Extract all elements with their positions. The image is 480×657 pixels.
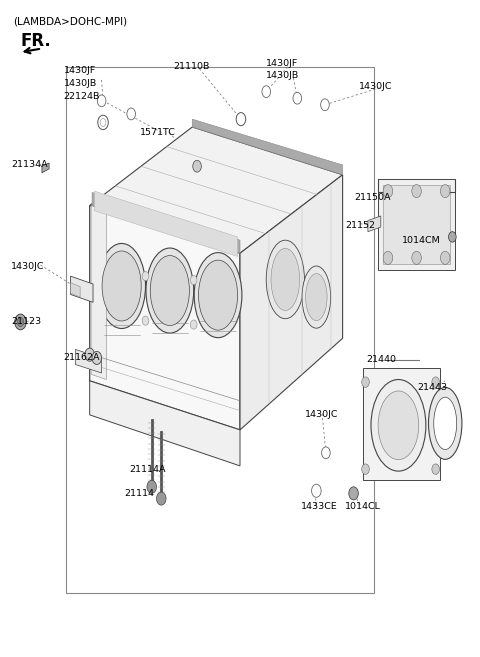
Circle shape xyxy=(97,95,106,106)
Circle shape xyxy=(312,484,321,497)
Text: 22124B: 22124B xyxy=(63,92,100,101)
Circle shape xyxy=(383,185,393,198)
Circle shape xyxy=(383,251,393,264)
Text: 1433CE: 1433CE xyxy=(301,502,338,511)
Circle shape xyxy=(293,93,301,104)
Text: 1430JC: 1430JC xyxy=(360,82,393,91)
Text: (LAMBDA>DOHC-MPI): (LAMBDA>DOHC-MPI) xyxy=(13,16,128,26)
Text: 21110B: 21110B xyxy=(173,62,210,72)
Circle shape xyxy=(142,316,149,325)
Circle shape xyxy=(92,351,102,365)
Ellipse shape xyxy=(306,273,327,321)
Circle shape xyxy=(156,492,166,505)
Circle shape xyxy=(321,99,329,110)
Circle shape xyxy=(362,464,369,474)
Polygon shape xyxy=(91,206,107,380)
Circle shape xyxy=(362,377,369,388)
Circle shape xyxy=(17,317,24,327)
Circle shape xyxy=(191,320,197,329)
Bar xyxy=(66,67,373,593)
Circle shape xyxy=(85,348,95,361)
Circle shape xyxy=(322,447,330,459)
Circle shape xyxy=(441,185,450,198)
Text: 21134A: 21134A xyxy=(11,160,48,170)
Circle shape xyxy=(127,108,135,120)
Text: 1014CL: 1014CL xyxy=(345,502,381,511)
Ellipse shape xyxy=(266,240,304,319)
Ellipse shape xyxy=(146,248,194,333)
Ellipse shape xyxy=(429,388,462,459)
Polygon shape xyxy=(90,206,240,430)
Ellipse shape xyxy=(194,252,242,338)
Text: 1571TC: 1571TC xyxy=(140,127,176,137)
Circle shape xyxy=(412,185,421,198)
Circle shape xyxy=(142,271,149,281)
Text: 1430JB: 1430JB xyxy=(63,79,96,87)
Text: FR.: FR. xyxy=(21,32,51,50)
Circle shape xyxy=(191,275,197,284)
Ellipse shape xyxy=(302,266,331,328)
Ellipse shape xyxy=(98,244,145,328)
Circle shape xyxy=(441,251,450,264)
Polygon shape xyxy=(75,350,102,373)
Text: 21440: 21440 xyxy=(366,355,396,365)
Text: 21150A: 21150A xyxy=(355,193,391,202)
Polygon shape xyxy=(95,191,238,256)
Polygon shape xyxy=(71,283,80,297)
Polygon shape xyxy=(192,119,343,175)
Circle shape xyxy=(262,86,271,97)
Polygon shape xyxy=(92,193,240,253)
Circle shape xyxy=(432,464,440,474)
Text: 21123: 21123 xyxy=(11,317,41,327)
Polygon shape xyxy=(90,127,343,253)
Circle shape xyxy=(349,487,359,500)
Circle shape xyxy=(193,160,201,172)
Circle shape xyxy=(147,480,156,493)
Ellipse shape xyxy=(371,380,426,471)
Ellipse shape xyxy=(271,248,300,311)
Circle shape xyxy=(432,377,440,388)
Text: 21152: 21152 xyxy=(345,221,375,230)
Text: 21162A: 21162A xyxy=(63,353,100,363)
Text: 21443: 21443 xyxy=(418,383,448,392)
Polygon shape xyxy=(71,276,93,302)
Text: 1430JB: 1430JB xyxy=(266,71,300,79)
Text: 21114: 21114 xyxy=(124,489,155,498)
Circle shape xyxy=(236,112,246,125)
Text: 1014CM: 1014CM xyxy=(402,236,441,244)
Circle shape xyxy=(412,251,421,264)
Text: 1430JC: 1430JC xyxy=(11,262,45,271)
Ellipse shape xyxy=(378,391,419,460)
Polygon shape xyxy=(42,163,49,173)
Text: 1430JF: 1430JF xyxy=(266,59,299,68)
Text: 1430JF: 1430JF xyxy=(63,66,96,75)
Polygon shape xyxy=(368,216,381,232)
Text: 21114A: 21114A xyxy=(129,464,166,474)
Polygon shape xyxy=(363,368,441,480)
Circle shape xyxy=(100,118,106,126)
Circle shape xyxy=(448,232,456,242)
Polygon shape xyxy=(378,179,455,269)
Ellipse shape xyxy=(150,256,190,326)
Circle shape xyxy=(98,115,108,129)
Text: 1430JC: 1430JC xyxy=(304,411,338,419)
Circle shape xyxy=(15,314,26,330)
Ellipse shape xyxy=(102,251,141,321)
Polygon shape xyxy=(240,175,343,430)
Ellipse shape xyxy=(199,260,238,330)
Polygon shape xyxy=(383,185,450,264)
Polygon shape xyxy=(90,381,240,466)
Ellipse shape xyxy=(434,397,456,449)
